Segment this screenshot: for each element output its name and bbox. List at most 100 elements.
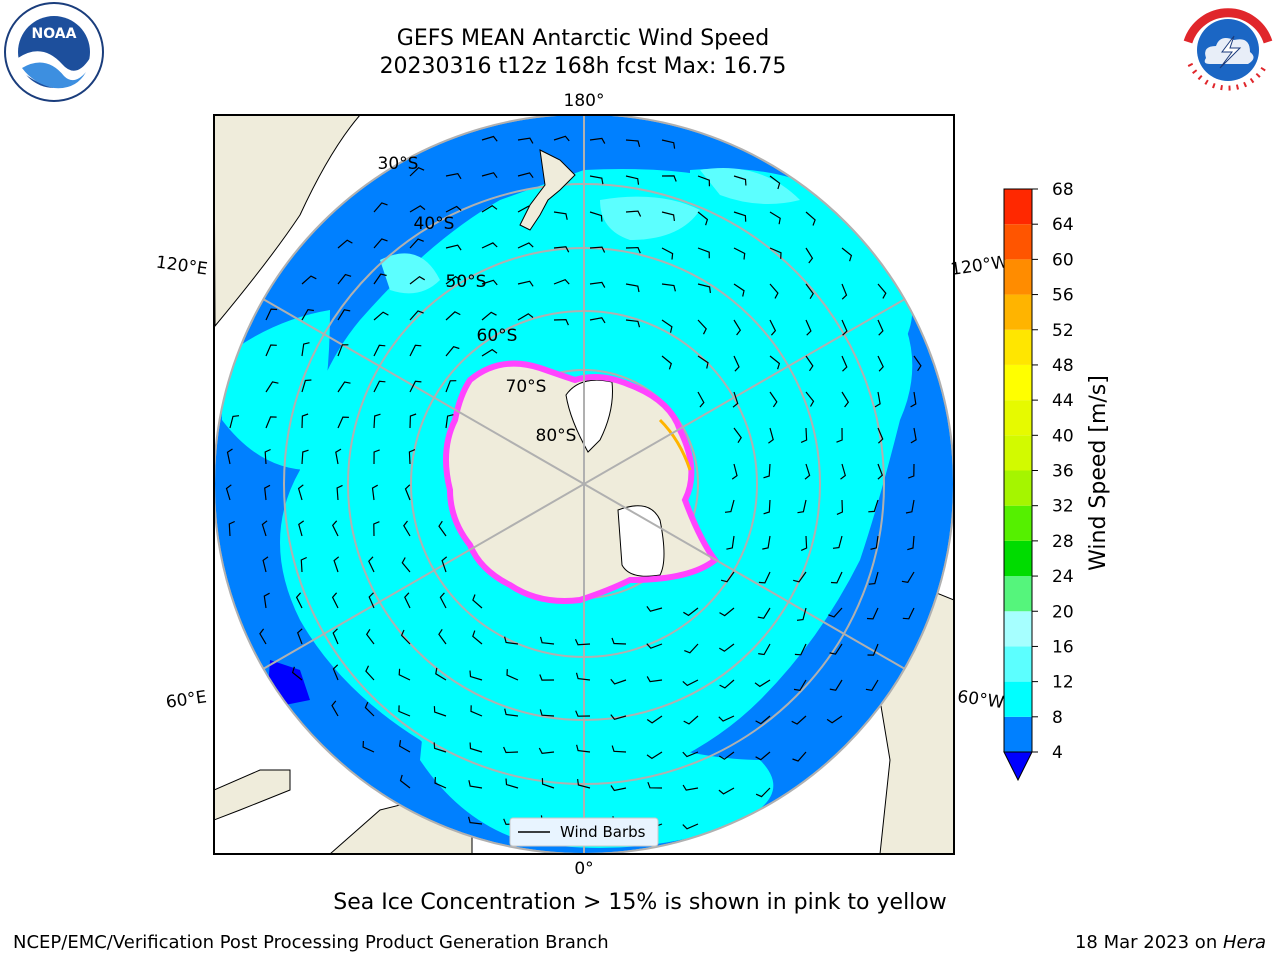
wind-barb: [805, 247, 814, 264]
wind-barb: [364, 701, 375, 717]
wind-barb: [517, 137, 534, 144]
wind-barb: [265, 344, 277, 357]
colorbar-tick-label: 56: [1052, 286, 1074, 306]
wind-barb: [226, 448, 233, 465]
wind-barb: [733, 211, 747, 222]
wind-barb: [841, 355, 848, 372]
wind-barb: [409, 166, 425, 177]
lon-label-60e: 60°E: [165, 687, 208, 712]
wind-barb: [399, 774, 411, 789]
wind-barb: [589, 317, 606, 324]
sea-ice-yellow: [658, 418, 692, 471]
wind-belt-12-16-b: [380, 253, 440, 294]
wind-barb: [575, 710, 591, 717]
wind-barb: [468, 780, 483, 789]
wind-barb: [758, 571, 771, 584]
wind-barb: [225, 484, 232, 501]
noaa-logo-text: NOAA: [32, 26, 77, 42]
wind-barb: [733, 283, 745, 297]
wind-barb: [877, 427, 884, 444]
wind-barb: [755, 751, 771, 761]
wind-barb: [472, 594, 483, 609]
wind-barb: [433, 742, 447, 753]
wind-belt-12-16-c: [700, 168, 800, 204]
wind-barb: [541, 778, 555, 789]
wind-barb: [793, 679, 807, 692]
wind-barb: [401, 557, 411, 573]
wind-barb: [337, 381, 351, 393]
footer-date: 18 Mar 2023 on: [1074, 932, 1223, 953]
wind-barb: [434, 777, 447, 789]
noaa-logo: NOAA: [4, 2, 104, 102]
wind-barb: [333, 556, 340, 573]
wind-barb: [763, 463, 771, 479]
wind-barb: [576, 744, 591, 753]
wind-barb: [472, 630, 483, 645]
wind-barb: [263, 592, 270, 609]
colorbar-segment: [1004, 611, 1032, 647]
wind-barb: [481, 172, 498, 179]
wind-barb: [445, 414, 454, 429]
wind-barb: [768, 427, 774, 444]
wind-barb: [661, 355, 673, 370]
wind-barb: [804, 463, 811, 480]
wind-barb: [841, 247, 853, 262]
wind-barb: [481, 204, 498, 213]
wind-barb: [577, 779, 591, 789]
wind-barb: [877, 319, 884, 336]
wind-barb: [365, 665, 375, 681]
wind-barb: [445, 346, 460, 357]
wind-barb: [301, 308, 314, 321]
lat-label-50s: 50°S: [446, 272, 487, 292]
wind-barb: [733, 355, 740, 372]
wind-barb: [877, 283, 887, 299]
wind-barb: [409, 205, 426, 213]
wind-barb: [755, 715, 771, 725]
wind-barb: [438, 520, 447, 537]
wind-barb: [331, 592, 339, 609]
wind-barb: [265, 416, 277, 429]
wind-barb: [373, 238, 388, 249]
wind-barb: [610, 678, 627, 685]
colorbar-tick-label: 48: [1052, 356, 1074, 376]
wind-barb: [757, 607, 771, 619]
wind-barb: [228, 520, 235, 537]
wind-barb: [481, 242, 498, 249]
colorbar-segment: [1004, 505, 1032, 541]
wind-barb: [684, 643, 699, 654]
wind-barb: [661, 283, 676, 292]
wind-barb: [719, 607, 735, 617]
colorbar-tick-label: 12: [1052, 673, 1074, 693]
wind-barb: [769, 283, 779, 299]
wind-barb: [762, 535, 771, 550]
wind-barb: [646, 751, 663, 760]
colorbar-tick-label: 4: [1052, 743, 1063, 763]
colorbar-tick-label: 40: [1052, 426, 1074, 446]
wind-barb: [682, 679, 699, 687]
wind-barb: [870, 535, 879, 550]
wind-barb: [697, 211, 709, 226]
plot-subtitle: 20230316 t12z 168h fcst Max: 16.75: [379, 54, 787, 79]
wind-barb: [404, 592, 411, 609]
wind-barb: [409, 310, 424, 321]
wind-barb: [332, 628, 339, 645]
wind-barb: [469, 670, 483, 681]
nws-logo: [1182, 4, 1274, 96]
wind-barb: [469, 742, 483, 753]
wind-barb: [865, 679, 879, 691]
wind-barb: [264, 484, 271, 501]
wind-barb: [262, 556, 269, 573]
plot-title: GEFS MEAN Antarctic Wind Speed: [396, 26, 770, 51]
wind-barb: [517, 172, 534, 179]
wind-barb: [646, 676, 663, 683]
colorbar-tick-label: 20: [1052, 602, 1074, 622]
lon-label-180: 180°: [564, 91, 605, 111]
wind-barb: [335, 448, 342, 465]
colorbar-tick-label: 28: [1052, 532, 1074, 552]
wind-barb: [589, 281, 606, 288]
wind-barb: [589, 211, 603, 222]
colorbar-tick-label: 24: [1052, 567, 1074, 587]
wind-barb: [589, 137, 606, 144]
wind-barb: [769, 175, 781, 190]
wind-barb: [726, 535, 735, 550]
